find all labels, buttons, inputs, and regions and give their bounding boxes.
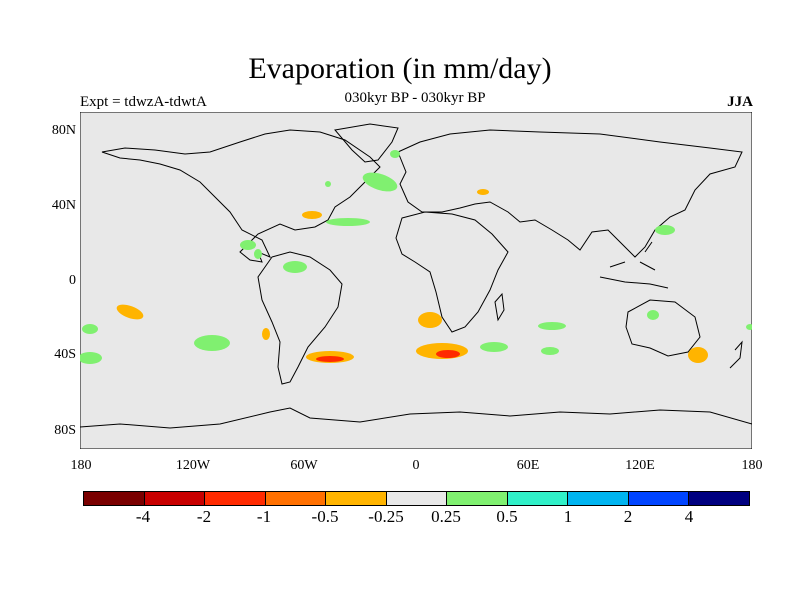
anomaly-patch	[390, 150, 400, 158]
coastline-antarctica	[79, 407, 753, 429]
anomaly-patch	[302, 211, 322, 219]
anomaly-patch	[477, 189, 489, 195]
anomaly-patch	[283, 261, 307, 273]
season-label: JJA	[727, 94, 753, 110]
colorbar-cell	[144, 492, 206, 505]
coastline-madagascar	[494, 292, 505, 322]
anomaly-patch	[194, 335, 230, 351]
colorbar-cell	[628, 492, 690, 505]
lon-label-120w: 120W	[175, 458, 211, 473]
lat-label-40n: 40N	[51, 198, 76, 213]
colorbar-cell	[265, 492, 327, 505]
coastline-eurasia	[397, 129, 743, 258]
colorbar-cell	[326, 492, 387, 505]
colorbar-cell	[568, 492, 629, 505]
map-background	[79, 111, 753, 450]
colorbar-label: -4	[135, 507, 151, 526]
colorbar	[83, 491, 750, 506]
coastline-africa	[395, 211, 509, 333]
colorbar-cell	[386, 492, 448, 505]
coastline-new-zealand	[729, 340, 743, 369]
colorbar-label: -2	[196, 507, 212, 526]
anomaly-patch	[538, 322, 566, 330]
anomaly-patch	[78, 352, 102, 364]
negative-anomalies	[116, 189, 708, 363]
anomaly-patch	[254, 249, 262, 259]
colorbar-label: -0.5	[311, 507, 339, 526]
colorbar-cell	[205, 492, 266, 505]
lat-label-0: 0	[69, 273, 76, 288]
lon-label-180w: 180	[70, 458, 92, 473]
anomaly-patch	[436, 350, 460, 358]
colorbar-label: 0.25	[431, 507, 461, 526]
positive-anomalies	[78, 150, 754, 364]
coastline-north-america	[101, 129, 381, 263]
colorbar-label: 0.5	[496, 507, 518, 526]
anomaly-patch	[418, 312, 442, 328]
anomaly-patch	[262, 328, 270, 340]
anomaly-patch	[240, 240, 256, 250]
anomaly-patch	[325, 181, 331, 187]
colorbar-label: 1	[563, 507, 573, 526]
anomaly-patch	[116, 304, 144, 320]
colorbar-cell	[447, 492, 508, 505]
anomaly-patch	[82, 324, 98, 334]
coastline-australia	[625, 299, 701, 357]
map-svg	[78, 111, 754, 450]
lon-label-60w: 60W	[290, 458, 318, 473]
anomaly-patch	[326, 218, 370, 226]
anomaly-patch	[541, 347, 559, 355]
chart-title: Evaporation (in mm/day)	[248, 52, 552, 85]
experiment-label: Expt = tdwzA-tdwtA	[80, 94, 207, 110]
lon-label-0: 0	[412, 458, 420, 473]
lat-label-40s: 40S	[54, 347, 76, 362]
chart-subtitle: 030kyr BP - 030kyr BP	[344, 90, 486, 106]
coastline-south-america	[257, 251, 343, 385]
coastline-greenland	[334, 123, 399, 163]
lat-label-80n: 80N	[51, 123, 76, 138]
colorbar-label: 4	[684, 507, 694, 526]
anomaly-patch	[647, 310, 659, 320]
anomaly-patch	[480, 342, 508, 352]
colorbar-cell	[507, 492, 569, 505]
lat-label-80s: 80S	[54, 423, 76, 438]
lon-label-120e: 120E	[625, 458, 655, 473]
lon-label-60e: 60E	[516, 458, 540, 473]
colorbar-label: 2	[623, 507, 633, 526]
lon-label-180e: 180	[741, 458, 763, 473]
anomaly-patch	[688, 347, 708, 363]
colorbar-label: -0.25	[368, 507, 404, 526]
colorbar-cell	[84, 492, 145, 505]
colorbar-label: -1	[256, 507, 272, 526]
anomaly-patch	[316, 356, 344, 362]
anomaly-patch	[655, 225, 675, 235]
colorbar-cell	[689, 492, 750, 505]
world-map	[78, 111, 754, 450]
coastline-indonesia	[599, 241, 669, 289]
coastlines	[79, 123, 753, 429]
anomaly-patch	[362, 172, 398, 192]
